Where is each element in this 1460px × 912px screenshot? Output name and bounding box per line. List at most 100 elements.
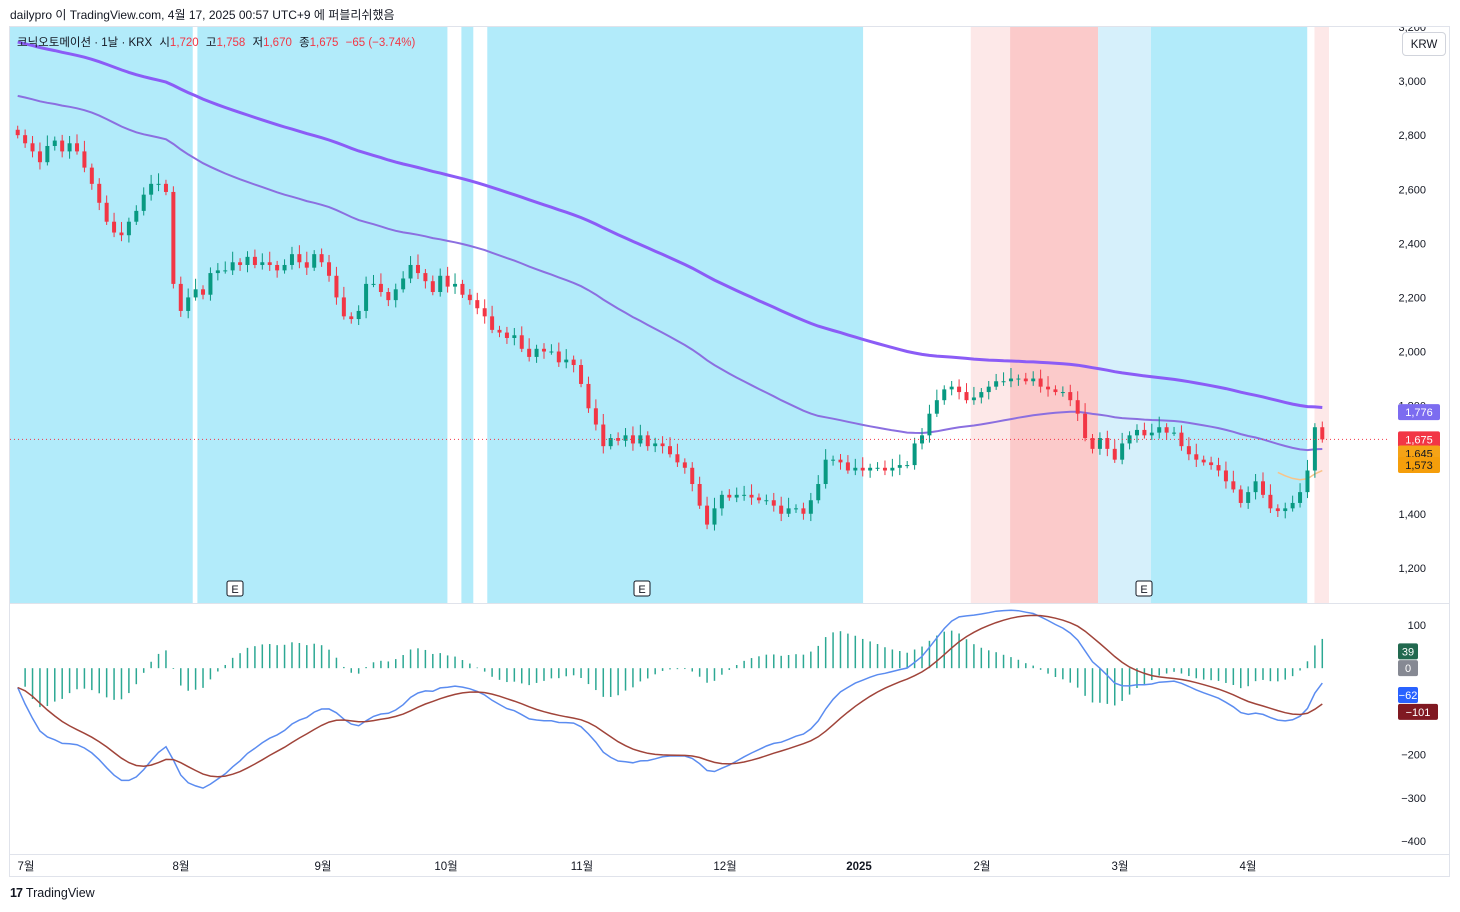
candle	[260, 253, 265, 270]
candle-body	[408, 264, 413, 279]
candle-body	[882, 467, 887, 471]
candle	[67, 135, 72, 159]
candle-body	[556, 351, 561, 363]
macd-value-label: 0	[1405, 663, 1411, 675]
price-tick-label: 2,200	[1398, 292, 1426, 304]
candle	[1283, 502, 1288, 519]
regime-band	[10, 27, 193, 603]
candle	[208, 267, 213, 301]
candle-body	[734, 494, 739, 498]
low-label: 저	[252, 37, 264, 49]
candle-body	[453, 283, 458, 287]
candle-body	[238, 262, 243, 265]
open-label: 시	[159, 37, 170, 49]
candle-body	[971, 397, 976, 401]
currency-button[interactable]: KRW	[1402, 32, 1446, 56]
candle-body	[697, 484, 702, 506]
candle	[630, 426, 635, 451]
candle	[1298, 483, 1303, 508]
candle	[282, 259, 287, 274]
candle	[319, 248, 324, 267]
change-value: −65 (−3.74%)	[345, 37, 416, 49]
high-value: 1,758	[216, 37, 246, 49]
price-value-label: 1,573	[1405, 460, 1433, 472]
candle-body	[645, 435, 650, 447]
candle	[193, 278, 198, 301]
candle-body	[304, 262, 309, 268]
candle	[519, 326, 524, 353]
candle	[586, 376, 591, 413]
candle-body	[690, 467, 695, 485]
candle	[779, 496, 784, 522]
candle-body	[1260, 481, 1265, 495]
candle-body	[52, 140, 57, 146]
candle-body	[82, 151, 87, 168]
candle-body	[630, 435, 635, 444]
candle	[275, 260, 280, 278]
time-tick-label: 2025	[846, 861, 872, 873]
candle-body	[15, 129, 20, 136]
candle-body	[430, 281, 435, 293]
tradingview-footer: 17 TradingView	[10, 886, 95, 900]
candle-body	[912, 443, 917, 466]
candle-body	[1238, 489, 1243, 503]
candle-body	[171, 191, 176, 284]
candle	[378, 273, 383, 297]
candle-body	[794, 508, 799, 510]
candle-body	[979, 392, 984, 398]
candle	[1060, 386, 1065, 397]
candle	[423, 269, 428, 289]
candle-body	[23, 135, 28, 144]
chart-canvas[interactable]: EEE1,2001,4001,6001,8002,0002,2002,4002,…	[10, 27, 1449, 876]
earnings-marker: E	[231, 584, 238, 596]
candle-body	[245, 256, 250, 265]
candle	[178, 276, 183, 317]
candle	[327, 254, 332, 282]
regime-band	[1314, 27, 1329, 603]
candle	[1275, 504, 1280, 518]
candle	[682, 458, 687, 474]
candle	[564, 349, 569, 369]
candle-body	[601, 424, 606, 447]
candle-body	[141, 194, 146, 211]
candle	[141, 187, 146, 216]
candle	[1209, 456, 1214, 470]
candle-body	[327, 262, 332, 276]
candle-body	[134, 210, 139, 222]
candle	[119, 221, 124, 242]
candle-body	[178, 283, 183, 311]
price-value-tag	[1398, 404, 1440, 421]
macd-value-label: 39	[1402, 646, 1414, 658]
candle	[1053, 385, 1058, 396]
candle	[527, 338, 532, 362]
candle-body	[364, 283, 369, 311]
candle-body	[438, 275, 443, 293]
candle	[1172, 426, 1177, 436]
candle-body	[675, 454, 680, 463]
symbol-name[interactable]: 코닉오토메이션 · 1날 · KRX	[17, 37, 153, 49]
candle-body	[60, 140, 65, 152]
price-tick-label: 2,000	[1398, 347, 1426, 359]
candle	[668, 437, 672, 458]
regime-band	[461, 27, 474, 603]
candle	[415, 254, 420, 280]
candle-body	[401, 278, 406, 290]
candle	[794, 504, 799, 513]
macd-tick-label: 100	[1408, 620, 1426, 632]
candle	[1001, 372, 1006, 386]
macd-tick-label: −300	[1401, 793, 1426, 805]
candle	[1157, 416, 1162, 439]
candle	[549, 344, 554, 355]
macd-tick-label: −400	[1401, 836, 1426, 848]
candle	[653, 437, 658, 453]
price-tick-label: 1,400	[1398, 509, 1426, 521]
candle	[601, 413, 606, 454]
candle	[289, 246, 294, 270]
candle	[756, 493, 761, 504]
candle	[934, 389, 939, 417]
candle	[482, 299, 487, 324]
candle	[868, 463, 873, 478]
candle-body	[638, 435, 643, 444]
macd-value-tag	[1398, 686, 1418, 703]
candle	[1127, 431, 1132, 450]
